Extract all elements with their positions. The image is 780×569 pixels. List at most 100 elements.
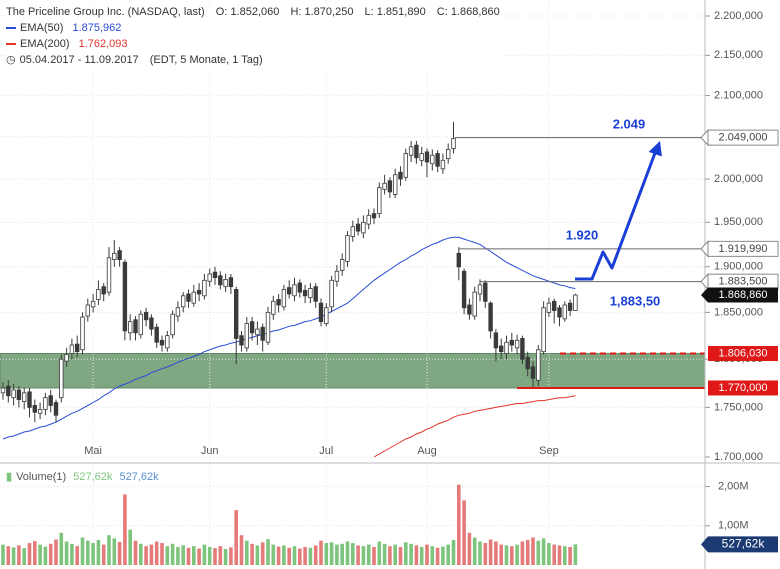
last-price-label: 1.868,860 — [719, 289, 768, 301]
candle-body — [212, 271, 218, 278]
candle-body — [281, 289, 287, 308]
candle-body — [302, 289, 308, 297]
volume-bar — [101, 544, 106, 565]
ohlc-value: 1.870,250 — [304, 6, 354, 18]
candle-body — [477, 284, 483, 295]
y-tick-label: 1.850,000 — [714, 306, 763, 318]
annotation: 2.049 — [613, 116, 646, 131]
candle-body — [75, 343, 80, 353]
candle-body — [53, 402, 59, 416]
ohlc-key: O: — [215, 6, 228, 18]
candle-body — [435, 153, 440, 167]
volume-bar — [282, 545, 286, 565]
candle-body — [424, 151, 430, 163]
volume-bar — [43, 546, 48, 565]
candle-body — [191, 291, 196, 304]
candle-body — [366, 214, 371, 225]
volume-bar — [499, 544, 503, 565]
volume-bar — [38, 544, 42, 565]
legend-swatch — [6, 43, 16, 46]
candle-body — [159, 339, 165, 346]
volume-bar — [107, 535, 111, 565]
level-box — [708, 346, 778, 362]
level-label: 1.883,500 — [719, 276, 768, 288]
volume-bar — [446, 544, 450, 565]
volume-bar — [239, 535, 244, 565]
volume-value: 527,62k — [119, 471, 159, 483]
volume-bar — [435, 547, 440, 565]
volume-bar — [467, 532, 472, 565]
volume-bar — [27, 543, 32, 565]
candle-body — [37, 408, 43, 414]
candle-body — [324, 307, 329, 324]
volume-bar — [276, 546, 281, 565]
candle-body — [562, 304, 567, 320]
volume-bar — [457, 484, 461, 565]
candle-body — [149, 317, 154, 330]
ohlc-key: L: — [364, 6, 374, 18]
candle-body — [414, 144, 419, 159]
candle-body — [0, 387, 6, 394]
last-price-box — [701, 287, 778, 303]
candle-body — [85, 304, 90, 317]
candle-body — [112, 252, 117, 260]
volume-bar — [250, 543, 254, 565]
volume-bar — [139, 543, 143, 565]
volume-bar — [22, 548, 26, 565]
y-tick-label: 2.150,000 — [714, 49, 763, 61]
candle-body — [96, 289, 101, 300]
candle-body — [101, 286, 106, 295]
volume-bar — [75, 546, 79, 565]
y-tick-label: 1.750,000 — [714, 401, 763, 413]
volume-bar — [393, 544, 397, 565]
candle-body — [249, 321, 255, 334]
level-label: 1.770,000 — [719, 382, 768, 394]
candle-body — [318, 302, 324, 323]
volume-bar — [181, 545, 185, 565]
arrow-head — [648, 141, 662, 157]
volume-bar — [409, 543, 413, 565]
volume-bar — [133, 540, 138, 565]
x-tick-label: Sep — [539, 445, 559, 457]
volume-bar — [234, 510, 238, 565]
y-tick-label: 1.950,000 — [714, 216, 763, 228]
ohlc-value: 1.868,860 — [450, 6, 500, 18]
candle-body — [90, 300, 96, 308]
candle-body — [552, 300, 557, 311]
candle-body — [228, 277, 234, 288]
legend-label: EMA(200) — [20, 38, 70, 50]
y-tick-label: 2.100,000 — [714, 89, 763, 101]
level-label: 2.049,000 — [719, 132, 768, 144]
volume-bar — [366, 544, 371, 565]
volume-bar — [329, 542, 334, 565]
range-note: (EDT, 5 Monate, 1 Tag) — [149, 54, 263, 66]
volume-pane — [0, 464, 705, 569]
candle-body — [440, 159, 446, 170]
volume-bar — [54, 539, 58, 565]
volume-bar — [245, 540, 249, 565]
ohlc-key: C: — [436, 6, 448, 18]
volume-bar — [372, 546, 376, 565]
volume-icon: ▮ — [6, 471, 13, 483]
volume-current-box — [701, 536, 778, 553]
candle-body — [244, 323, 249, 349]
candle-body — [382, 182, 387, 190]
volume-bar — [451, 539, 456, 565]
volume-bar — [525, 539, 530, 565]
candle-body — [573, 294, 578, 311]
volume-bar — [255, 545, 260, 565]
candle-body — [392, 174, 398, 195]
volume-bar — [414, 545, 419, 565]
volume-bar — [351, 543, 355, 565]
candle-body — [509, 339, 514, 346]
candle-body — [498, 345, 504, 353]
legend-label: EMA(50) — [20, 22, 64, 34]
candle-body — [557, 307, 562, 318]
volume-bar — [48, 543, 53, 565]
candle-body — [143, 311, 149, 321]
volume-title: Volume(1) — [16, 471, 67, 483]
candle-body — [297, 282, 302, 293]
x-tick-label: Jul — [319, 445, 333, 457]
volume-bar — [287, 547, 291, 565]
